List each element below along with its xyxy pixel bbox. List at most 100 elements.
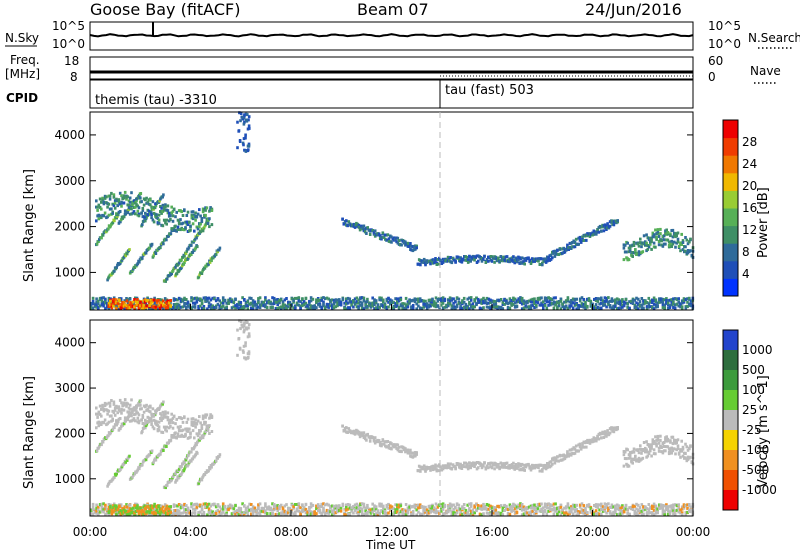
power-cell — [128, 303, 132, 306]
power-cell — [617, 298, 621, 302]
power-cell — [496, 307, 499, 311]
power-cell — [598, 224, 602, 228]
power-cell — [686, 300, 689, 304]
power-cell — [626, 241, 629, 245]
velocity-cell — [186, 507, 190, 511]
power-cell — [299, 304, 302, 308]
power-cell — [121, 216, 124, 220]
velocity-cell — [566, 504, 570, 507]
power-cell — [345, 219, 348, 223]
power-cell — [118, 191, 122, 195]
power-cell — [400, 243, 403, 247]
velocity-cell — [139, 506, 142, 510]
velocity-cell — [443, 511, 447, 515]
velocity-cell — [637, 503, 640, 507]
power-cell — [512, 259, 515, 263]
velocity-cell — [323, 513, 327, 517]
power-cell — [153, 296, 156, 300]
velocity-cell — [241, 502, 244, 506]
velocity-cell — [357, 430, 361, 434]
velocity-cell — [566, 502, 570, 506]
velocity-cell — [177, 509, 181, 513]
power-cell — [276, 300, 279, 304]
velocity-cell — [492, 506, 496, 509]
power-cell — [577, 242, 580, 246]
velocity-cell — [265, 507, 269, 511]
velocity-cell — [98, 404, 102, 408]
cpid-label: CPID — [6, 91, 38, 105]
power-cell — [164, 306, 168, 310]
power-cell — [603, 296, 607, 300]
velocity-cell — [209, 513, 213, 517]
power-cell — [318, 302, 322, 306]
power-cell — [126, 211, 129, 215]
velocity-cell — [652, 513, 656, 517]
power-cell — [567, 248, 570, 251]
power-cell — [570, 304, 573, 308]
velocity-cell — [364, 506, 367, 510]
power-cell — [144, 215, 147, 219]
power-cell — [402, 239, 406, 243]
power-cell — [202, 305, 206, 308]
power-cell — [106, 215, 109, 219]
power-cell — [102, 302, 105, 306]
velocity-cell — [139, 510, 142, 514]
velocity-cell — [140, 418, 143, 422]
velocity-cell — [169, 438, 173, 442]
power-cell — [225, 307, 228, 311]
power-cell — [183, 208, 186, 212]
power-cell — [247, 144, 251, 148]
velocity-cell — [143, 504, 147, 508]
power-cell — [161, 299, 165, 303]
velocity-cell — [672, 508, 675, 512]
power-cell — [519, 261, 523, 265]
velocity-cell — [164, 507, 168, 511]
velocity-cell — [109, 431, 112, 435]
velocity-cell — [165, 445, 168, 448]
velocity-cell — [365, 438, 368, 442]
power-cell — [357, 223, 361, 227]
power-cell — [517, 300, 520, 304]
velocity-cell — [260, 509, 264, 513]
velocity-cell — [161, 509, 165, 513]
velocity-cell — [128, 454, 131, 458]
power-cell — [112, 298, 115, 302]
velocity-cell — [112, 400, 116, 404]
power-cell — [128, 297, 132, 301]
velocity-cell — [100, 423, 103, 426]
power-cell — [605, 296, 608, 300]
power-cell — [97, 299, 100, 303]
power-cell — [125, 297, 128, 300]
velocity-cell — [234, 510, 237, 514]
power-cell — [584, 307, 587, 310]
velocity-cell — [688, 508, 691, 512]
velocity-cell — [181, 428, 185, 432]
velocity-cell — [380, 510, 383, 514]
power-cell — [675, 298, 679, 302]
power-cell — [549, 303, 552, 307]
velocity-cell — [557, 510, 561, 514]
velocity-cell — [531, 509, 534, 513]
power-cell — [135, 199, 138, 203]
velocity-cell — [396, 507, 399, 511]
power-cell — [661, 297, 665, 301]
velocity-cell — [154, 458, 158, 462]
velocity-cell — [429, 507, 432, 511]
velocity-cell — [318, 508, 322, 512]
velocity-cell — [153, 506, 156, 510]
power-cell — [594, 303, 598, 307]
power-cell — [118, 306, 121, 310]
velocity-cell — [506, 513, 510, 517]
power-cell — [128, 196, 132, 200]
power-cell — [91, 299, 95, 303]
velocity-cell — [600, 502, 603, 506]
velocity-cell — [316, 509, 320, 512]
velocity-cell — [510, 505, 513, 508]
velocity-cell — [90, 512, 93, 516]
power-cell — [110, 207, 113, 211]
power-cell — [607, 296, 610, 300]
velocity-cell — [195, 443, 198, 447]
velocity-cell — [586, 511, 589, 514]
power-cell — [320, 298, 323, 302]
power-cell — [179, 218, 182, 222]
